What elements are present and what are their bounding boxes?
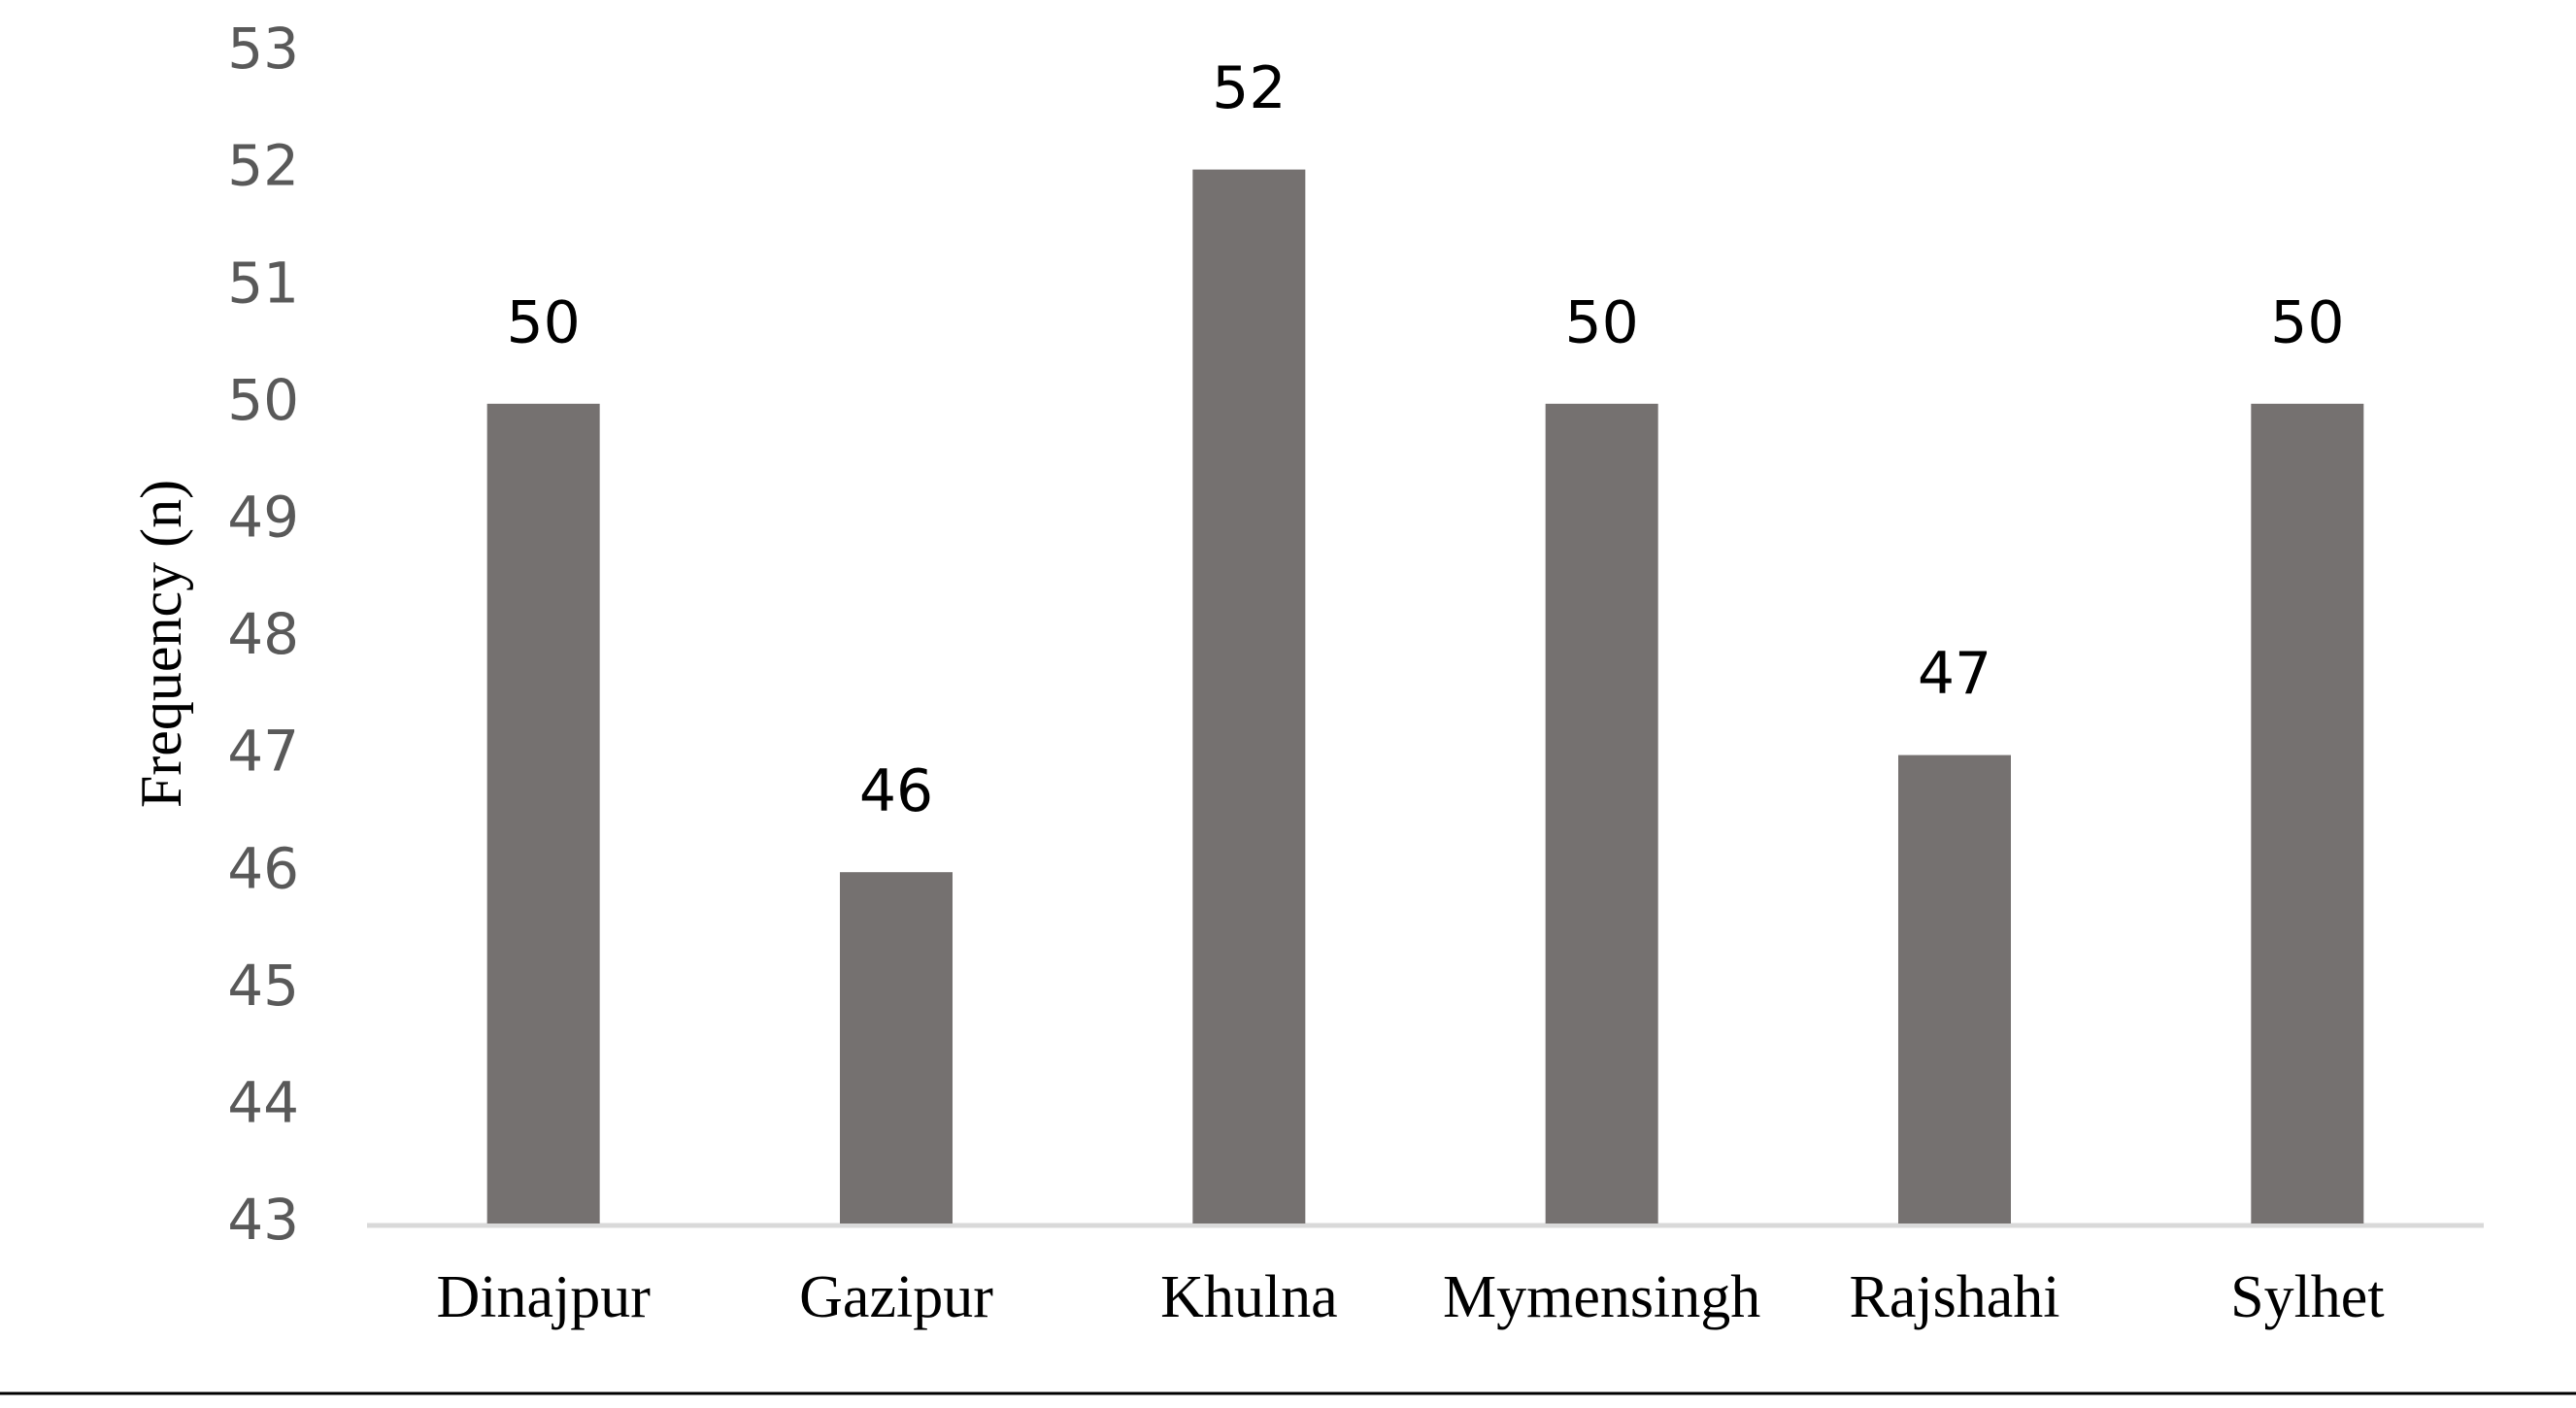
data-label: 46 [859,757,933,825]
y-tick-label: 51 [227,250,299,316]
y-tick-label: 49 [227,485,299,551]
x-tick-label: Sylhet [2230,1264,2384,1330]
data-label: 47 [1918,640,1991,708]
data-label: 52 [1212,54,1286,122]
x-tick-label: Dinajpur [436,1264,651,1330]
y-tick-label: 47 [227,719,299,785]
x-tick-label: Khulna [1160,1264,1338,1330]
data-label: 50 [1564,288,1638,356]
bar [1545,403,1658,1224]
bar [1192,169,1306,1224]
bar [840,872,953,1224]
y-tick-label: 45 [227,953,299,1019]
data-label: 50 [506,288,580,356]
bar [1898,754,2011,1224]
data-label: 50 [2270,288,2344,356]
y-tick-label: 48 [227,601,299,667]
x-tick-label: Gazipur [799,1264,993,1330]
y-tick-label: 46 [227,835,299,901]
y-tick-label: 50 [227,367,299,433]
y-tick-label: 53 [227,16,299,82]
bar [2251,403,2364,1224]
y-tick-label: 52 [227,133,299,199]
y-tick-label: 44 [227,1070,299,1136]
y-tick-label: 43 [227,1187,299,1253]
x-tick-label: Mymensingh [1443,1264,1760,1330]
bar [486,403,600,1224]
y-axis-label: Frequency (n) [129,480,193,808]
x-tick-label: Rajshahi [1850,1264,2060,1330]
